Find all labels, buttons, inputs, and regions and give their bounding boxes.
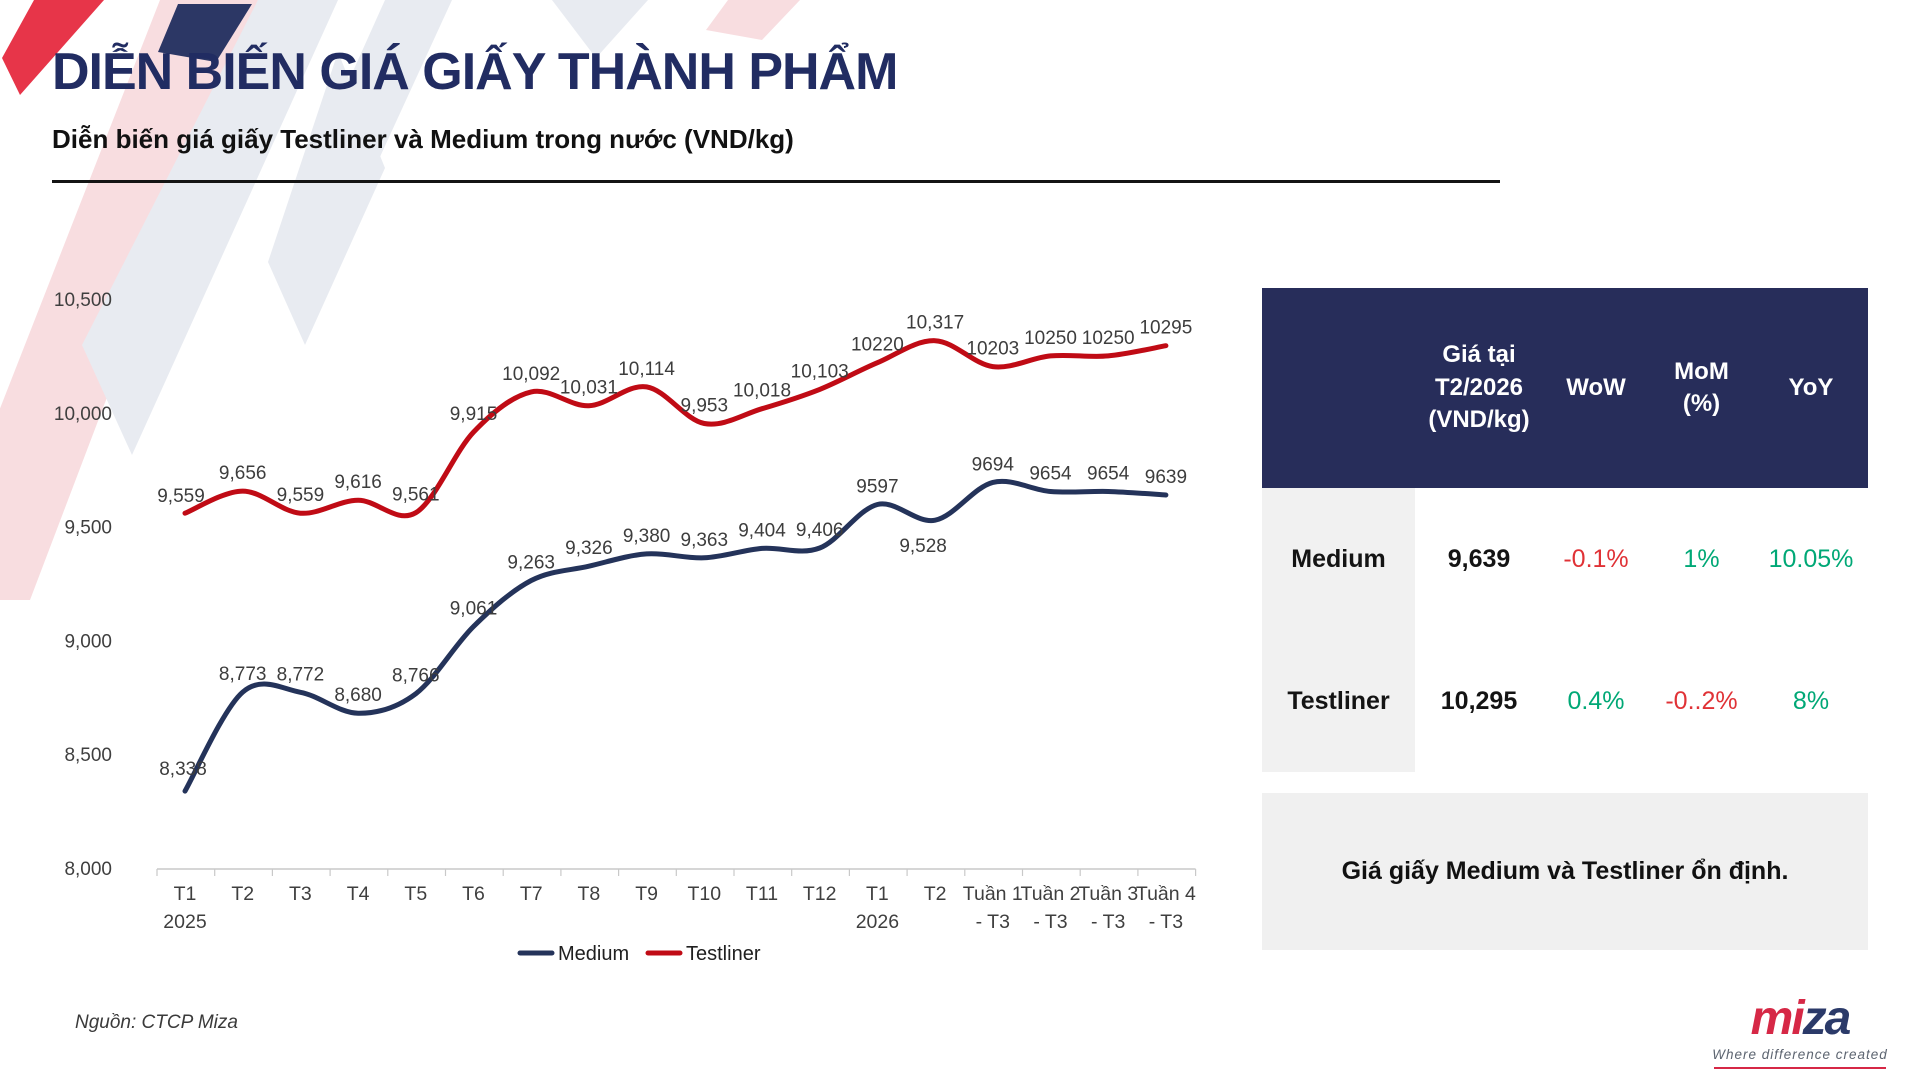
yoy-cell: 10.05% xyxy=(1768,544,1854,573)
data-label: 8,766 xyxy=(392,666,440,687)
x-axis-label: Tuần 1 xyxy=(963,883,1023,905)
price-cell: 9,639 xyxy=(1447,544,1511,573)
data-label: 8,772 xyxy=(277,664,325,685)
x-axis-label: T8 xyxy=(578,883,601,905)
x-axis-label: T2 xyxy=(924,883,947,905)
data-label: 9694 xyxy=(972,454,1015,475)
x-axis-label: T1 xyxy=(174,883,197,905)
summary-note: Giá giấy Medium và Testliner ổn định. xyxy=(1262,793,1868,950)
data-label: 10,103 xyxy=(791,361,849,382)
x-axis-label: T9 xyxy=(635,883,658,905)
y-axis-label: 8,500 xyxy=(64,745,112,766)
data-label: 9654 xyxy=(1087,464,1130,485)
x-axis-label: T11 xyxy=(746,883,778,905)
data-label: 10220 xyxy=(851,335,904,356)
header-mom: MoM (%) xyxy=(1674,357,1729,417)
header-yoy: YoY xyxy=(1788,373,1834,401)
x-axis-label: T6 xyxy=(462,883,485,905)
y-axis-label: 10,000 xyxy=(54,404,112,425)
x-axis-label: T3 xyxy=(289,883,312,905)
price-line-chart: 8,000 8,500 9,000 9,500 10,000 10,500 T1 2025 T2… xyxy=(54,290,1197,965)
x-axis-label: T12 xyxy=(803,883,837,905)
data-label: 9,656 xyxy=(219,463,267,484)
data-label: 10295 xyxy=(1139,318,1192,339)
data-label: 8,680 xyxy=(334,685,382,706)
medium-line xyxy=(182,478,1169,794)
summary-table: Giá tại T2/2026 (VND/kg) WoW MoM (%) YoY… xyxy=(1262,288,1868,772)
data-label: 10250 xyxy=(1024,328,1077,349)
table-row-testliner: Testliner 10,295 0.4% -0..2% 8% xyxy=(1262,630,1868,772)
data-label: 9654 xyxy=(1029,464,1072,485)
wow-cell: 0.4% xyxy=(1567,686,1625,715)
data-label: 10,114 xyxy=(618,359,675,380)
data-label: 10,018 xyxy=(733,381,791,402)
data-label: 9639 xyxy=(1145,467,1187,488)
legend-label-medium: Medium xyxy=(558,943,629,965)
x-axis-label: - T3 xyxy=(1149,911,1183,933)
miza-logo-underline xyxy=(1714,1067,1886,1069)
header-wow: WoW xyxy=(1566,373,1626,401)
data-label: 9,953 xyxy=(681,395,729,416)
miza-logo-word: miza xyxy=(1750,992,1852,1045)
y-axis-label: 9,000 xyxy=(64,631,112,652)
price-cell: 10,295 xyxy=(1440,686,1518,715)
data-label: 9,616 xyxy=(334,472,382,493)
miza-logo: miza Where difference created xyxy=(1700,995,1900,1069)
data-label: 9,380 xyxy=(623,526,671,547)
data-label: 9,404 xyxy=(738,520,786,541)
data-label: 9,061 xyxy=(450,599,498,620)
x-axis-label: - T3 xyxy=(1033,911,1067,933)
x-axis-label: T5 xyxy=(404,883,427,905)
mom-cell: 1% xyxy=(1683,544,1720,573)
header-price: Giá tại T2/2026 (VND/kg) xyxy=(1428,341,1530,434)
data-label: 9,363 xyxy=(681,530,729,551)
data-label: 10203 xyxy=(966,339,1019,360)
data-label: 8,773 xyxy=(219,664,267,685)
data-label: 9,528 xyxy=(899,536,947,557)
x-axis-label: - T3 xyxy=(1091,911,1125,933)
table-row-medium: Medium 9,639 -0.1% 1% 10.05% xyxy=(1262,488,1868,630)
data-label: 9,915 xyxy=(450,404,498,425)
testliner-line xyxy=(182,338,1169,519)
wow-cell: -0.1% xyxy=(1563,544,1629,573)
data-label: 9,561 xyxy=(392,485,440,506)
x-axis-label: 2026 xyxy=(856,911,899,933)
x-axis-label: Tuần 3 xyxy=(1078,883,1138,905)
data-label: 9,263 xyxy=(507,553,555,574)
x-axis-label: T4 xyxy=(347,883,370,905)
data-label: 10,092 xyxy=(502,364,560,385)
data-label: 9597 xyxy=(856,477,898,498)
legend-label-testliner: Testliner xyxy=(686,943,761,965)
data-label: 9,406 xyxy=(796,520,844,541)
header-spacer xyxy=(1262,288,1415,488)
row-label: Medium xyxy=(1262,488,1415,630)
data-label: 9,326 xyxy=(565,538,613,559)
x-axis-label: 2025 xyxy=(163,911,207,933)
data-label: 8,338 xyxy=(159,759,207,780)
x-axis-label: Tuần 4 xyxy=(1136,883,1196,905)
x-axis-label: T7 xyxy=(520,883,543,905)
data-label: 10250 xyxy=(1082,328,1135,349)
data-label: 10,317 xyxy=(906,313,964,334)
x-axis-label: T10 xyxy=(687,883,721,905)
data-label: 9,559 xyxy=(157,486,205,507)
source-caption: Nguồn: CTCP Miza xyxy=(75,1012,238,1033)
x-axis-label: Tuần 2 xyxy=(1021,883,1081,905)
y-axis-label: 8,000 xyxy=(64,859,112,880)
data-label: 10,031 xyxy=(560,378,618,399)
mom-cell: -0..2% xyxy=(1665,686,1738,715)
yoy-cell: 8% xyxy=(1792,686,1830,715)
table-header: Giá tại T2/2026 (VND/kg) WoW MoM (%) YoY xyxy=(1262,288,1868,488)
x-axis-label: - T3 xyxy=(976,911,1010,933)
miza-logo-tagline: Where difference created xyxy=(1712,1047,1888,1062)
y-axis-label: 9,500 xyxy=(64,518,112,539)
data-label: 9,559 xyxy=(277,485,325,506)
y-axis-label: 10,500 xyxy=(54,290,112,311)
x-axis-label: T2 xyxy=(231,883,254,905)
title-divider xyxy=(52,180,1500,183)
row-label: Testliner xyxy=(1262,630,1415,772)
x-axis-label: T1 xyxy=(866,883,889,905)
